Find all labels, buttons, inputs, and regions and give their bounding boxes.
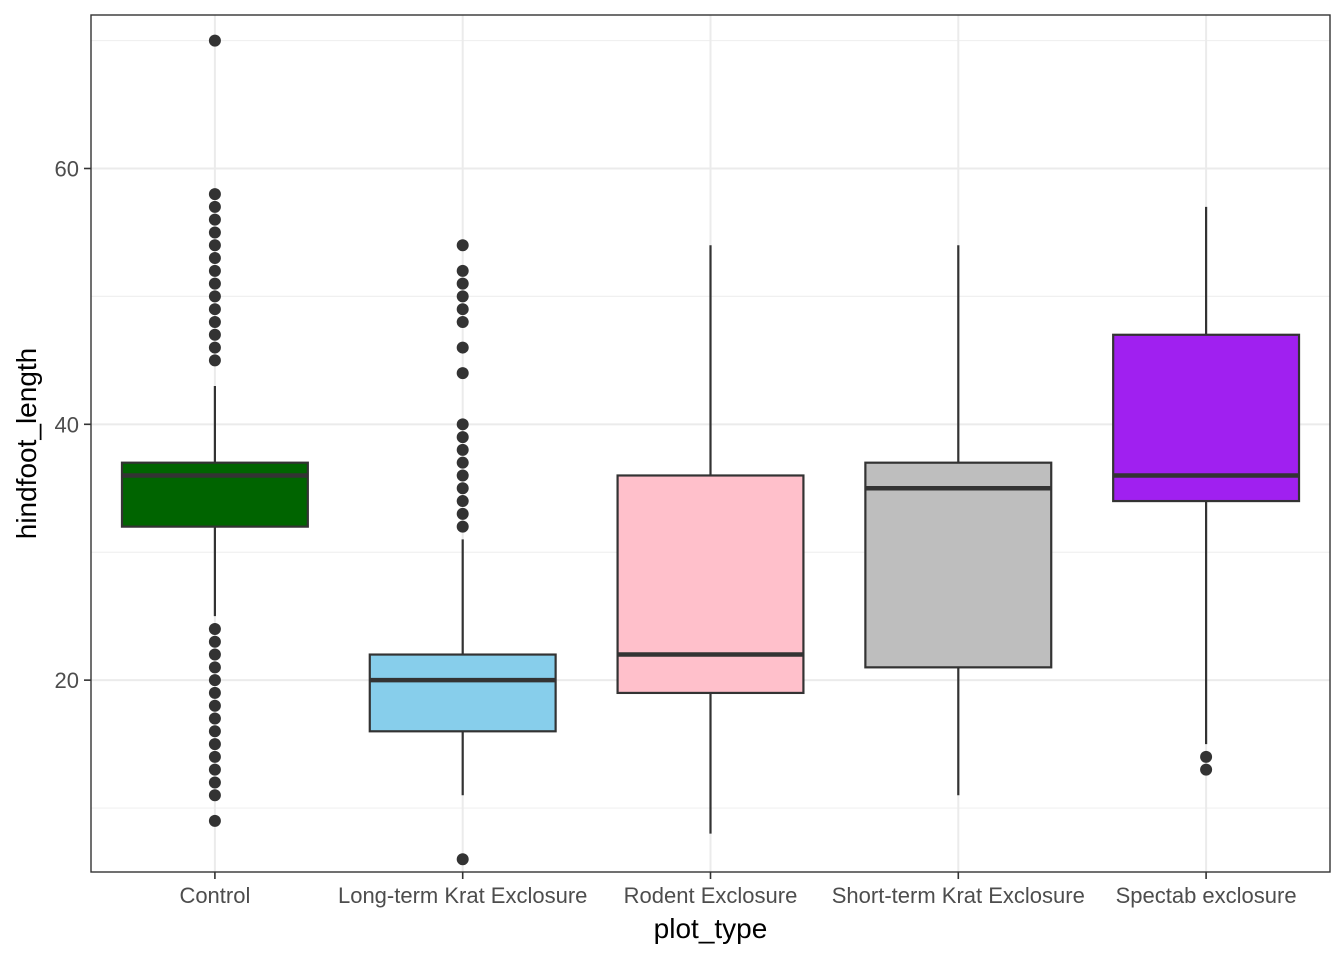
outlier-point (1200, 763, 1213, 776)
box-group (616, 245, 805, 834)
x-tick-label: Short-term Krat Exclosure (832, 883, 1085, 908)
outlier-point (208, 328, 221, 341)
outlier-point (456, 520, 469, 533)
x-tick-label: Control (179, 883, 250, 908)
x-tick-label: Long-term Krat Exclosure (338, 883, 587, 908)
outlier-point (456, 239, 469, 252)
box-iqr (120, 461, 309, 528)
x-axis-title: plot_type (654, 913, 768, 944)
outlier-point (456, 853, 469, 866)
outlier-point (208, 648, 221, 661)
box-iqr (368, 653, 557, 733)
outlier-point (456, 277, 469, 290)
outlier-point (456, 418, 469, 431)
outlier-point (456, 431, 469, 444)
box-group (864, 245, 1053, 796)
outlier-point (456, 264, 469, 277)
outlier-point (208, 622, 221, 635)
x-tick-label: Rodent Exclosure (624, 883, 798, 908)
outlier-point (208, 239, 221, 252)
outlier-point (208, 341, 221, 354)
outlier-point (456, 303, 469, 316)
outlier-point (208, 814, 221, 827)
outlier-point (208, 738, 221, 751)
box-layer (120, 34, 1301, 866)
outlier-point (456, 315, 469, 328)
axis-layer: 20 40 60 Control Long-term Krat Exclosure Rod… (55, 156, 1297, 908)
outlier-point (208, 226, 221, 239)
outlier-point (208, 188, 221, 201)
outlier-point (208, 354, 221, 367)
box-group (1112, 206, 1301, 776)
y-tick-label: 40 (55, 412, 79, 437)
outlier-point (208, 725, 221, 738)
outlier-point (208, 712, 221, 725)
y-axis-title: hindfoot_length (11, 348, 42, 540)
outlier-point (456, 507, 469, 520)
outlier-point (208, 213, 221, 226)
box-group (120, 34, 309, 827)
outlier-point (208, 674, 221, 687)
outlier-point (456, 469, 469, 482)
outlier-point (208, 277, 221, 290)
outlier-point (208, 200, 221, 213)
outlier-point (208, 635, 221, 648)
outlier-point (208, 750, 221, 763)
outlier-point (208, 290, 221, 303)
outlier-point (208, 303, 221, 316)
box-iqr (616, 474, 805, 695)
outlier-point (208, 661, 221, 674)
outlier-point (456, 341, 469, 354)
outlier-point (208, 776, 221, 789)
box-iqr (864, 461, 1053, 669)
outlier-point (456, 482, 469, 495)
outlier-point (208, 34, 221, 47)
outlier-point (208, 686, 221, 699)
outlier-point (208, 763, 221, 776)
box-group (368, 239, 557, 866)
outlier-point (208, 789, 221, 802)
y-tick-label: 60 (55, 156, 79, 181)
y-tick-label: 20 (55, 668, 79, 693)
outlier-point (208, 315, 221, 328)
outlier-point (208, 699, 221, 712)
outlier-point (456, 290, 469, 303)
outlier-point (456, 456, 469, 469)
x-tick-label: Spectab exclosure (1116, 883, 1297, 908)
outlier-point (456, 367, 469, 380)
outlier-point (1200, 750, 1213, 763)
outlier-point (456, 495, 469, 508)
outlier-point (208, 264, 221, 277)
outlier-point (208, 252, 221, 265)
outlier-point (456, 443, 469, 456)
